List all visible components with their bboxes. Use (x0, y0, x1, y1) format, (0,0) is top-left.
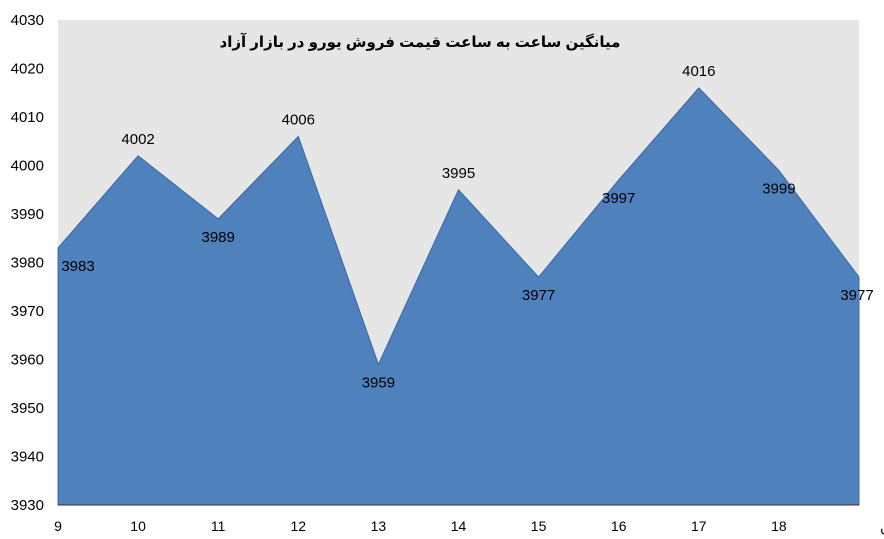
data-label: 4006 (282, 111, 315, 128)
x-tick-label: 13 (371, 518, 387, 534)
y-tick-label: 3950 (11, 400, 44, 417)
x-tick-label: میانگین (880, 518, 884, 535)
y-tick-label: 4000 (11, 158, 44, 175)
x-tick-label: 10 (130, 518, 146, 534)
data-label: 3989 (202, 229, 235, 246)
y-tick-label: 4030 (11, 12, 44, 29)
data-label: 3959 (362, 374, 395, 391)
x-tick-label: 18 (771, 518, 787, 534)
x-axis-ticks: 9 10 11 12 13 14 15 16 17 18 میانگین (54, 518, 884, 535)
data-label: 3999 (762, 180, 795, 197)
x-tick-label: 12 (291, 518, 307, 534)
x-tick-label: 17 (691, 518, 707, 534)
data-label: 3977 (840, 287, 873, 304)
area-series (57, 87, 860, 506)
data-label: 4016 (682, 63, 715, 80)
data-labels: 3983 4002 3989 4006 3959 3995 3977 3997 4016 3999… (61, 63, 873, 391)
y-tick-label: 4020 (11, 61, 44, 78)
data-label: 3995 (442, 165, 475, 182)
y-tick-label: 3970 (11, 303, 44, 320)
data-label: 3977 (522, 287, 555, 304)
y-tick-label: 4010 (11, 109, 44, 126)
chart-title: میانگین ساعت به ساعت قیمت فروش یورو در ب… (220, 33, 621, 51)
x-tick-label: 15 (531, 518, 547, 534)
x-tick-label: 16 (611, 518, 627, 534)
y-tick-label: 3930 (11, 497, 44, 514)
y-tick-label: 3990 (11, 206, 44, 223)
data-label: 4002 (121, 131, 154, 148)
x-tick-label: 9 (54, 518, 62, 534)
data-label: 3983 (61, 258, 94, 275)
y-axis-ticks: 3930 3940 3950 3960 3970 3980 3990 4000 4010 4020… (11, 12, 44, 514)
x-tick-label: 14 (451, 518, 467, 534)
y-tick-label: 3960 (11, 352, 44, 369)
y-tick-label: 3940 (11, 449, 44, 466)
x-tick-label: 11 (211, 518, 226, 534)
data-label: 3997 (602, 190, 635, 207)
y-tick-label: 3980 (11, 255, 44, 272)
